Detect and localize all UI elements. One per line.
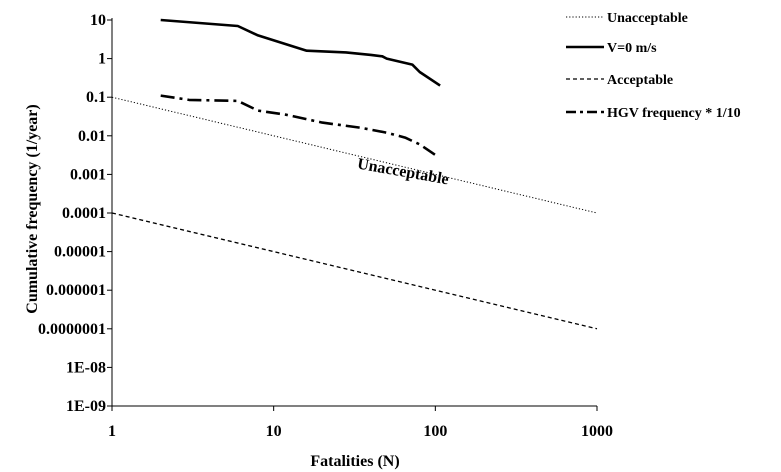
axes bbox=[111, 18, 597, 407]
y-tick-label: 0.0000001 bbox=[38, 321, 106, 338]
legend-label-unacceptable: Unacceptable bbox=[607, 11, 688, 26]
y-tick-label: 10 bbox=[90, 12, 106, 29]
y-axis-title: Cumulative frequency (1/year) bbox=[24, 104, 41, 313]
plot-lines bbox=[111, 18, 598, 330]
legend-label-v-0-m-s: V=0 m/s bbox=[607, 41, 657, 56]
y-tick-label: 1 bbox=[98, 51, 106, 68]
series-line-unacceptable bbox=[111, 96, 598, 214]
x-tick-label: 1000 bbox=[581, 423, 613, 440]
x-tick-label: 10 bbox=[266, 423, 282, 440]
y-tick-label: 0.000001 bbox=[46, 282, 106, 299]
y-tick-label: 0.00001 bbox=[54, 244, 106, 261]
y-tick-label: 0.001 bbox=[70, 166, 106, 183]
legend-label-hgv-frequency-1-10: HGV frequency * 1/10 bbox=[607, 106, 741, 121]
x-axis-title: Fatalities (N) bbox=[310, 453, 399, 470]
y-tick-label: 1E-08 bbox=[66, 359, 106, 376]
legend-label-acceptable: Acceptable bbox=[607, 73, 673, 88]
y-tick-label: 0.0001 bbox=[62, 205, 106, 222]
series-line-acceptable bbox=[111, 212, 598, 330]
legend: Unacceptable V=0 m/s Acceptable HGV frequen… bbox=[566, 11, 741, 121]
annotations: Unacceptable bbox=[356, 156, 450, 189]
y-ticks: 1E-09 1E-08 0.0000001 0.000001 0.00001 0.0001… bbox=[38, 12, 112, 415]
x-ticks: 1 10 100 1000 bbox=[108, 406, 613, 440]
x-tick-label: 100 bbox=[423, 423, 447, 440]
y-tick-label: 1E-09 bbox=[66, 398, 106, 415]
series-line-v-0-m-s bbox=[160, 18, 441, 87]
series-line-hgv-frequency-1-10 bbox=[160, 94, 437, 156]
y-tick-label: 0.01 bbox=[78, 128, 106, 145]
y-tick-label: 0.1 bbox=[86, 89, 106, 106]
annotation-label: Unacceptable bbox=[356, 156, 450, 189]
x-tick-label: 1 bbox=[108, 423, 116, 440]
